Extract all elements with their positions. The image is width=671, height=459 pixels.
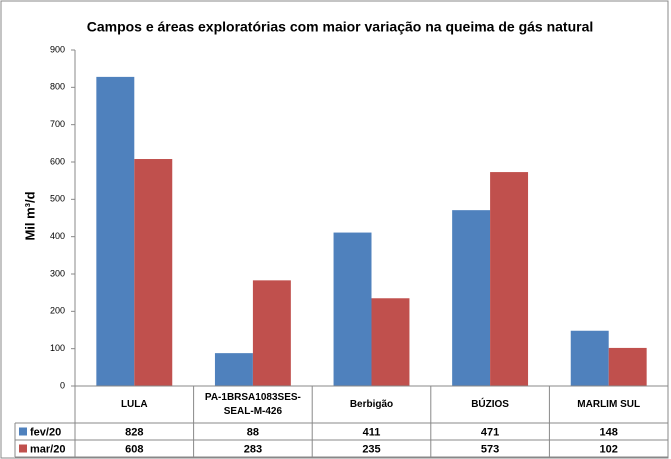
- y-tick-label: 100: [50, 343, 65, 353]
- x-tick-label: Berbigão: [349, 398, 394, 410]
- category-cell: Berbigão: [349, 398, 394, 410]
- table-value: 148: [600, 426, 618, 438]
- y-axis-label: Mil m³/d: [22, 191, 37, 240]
- y-tick-label: 600: [50, 156, 65, 166]
- y-tick-label: 500: [50, 194, 65, 204]
- legend-key: [19, 427, 27, 436]
- bar: [134, 159, 173, 386]
- category-cell: PA-1BRSA1083SES-SEAL-M-426: [204, 391, 301, 417]
- bar: [490, 172, 529, 386]
- bar: [371, 298, 410, 386]
- bar: [214, 353, 253, 386]
- bar: [608, 347, 647, 386]
- legend-label: fev/20: [30, 426, 61, 438]
- x-tick-label: BÚZIOS: [471, 398, 509, 410]
- chart-title: Campos e áreas exploratórias com maior v…: [87, 19, 594, 35]
- legend-label: mar/20: [30, 443, 65, 455]
- table-value: 88: [247, 426, 259, 438]
- y-tick-label: 400: [50, 231, 65, 241]
- table-value: 608: [125, 443, 143, 455]
- x-tick-label: MARLIM SUL: [577, 398, 641, 410]
- y-tick-label: 300: [50, 268, 65, 278]
- legend-key: [19, 444, 27, 453]
- category-cell: LULA: [120, 398, 148, 410]
- table-value: 102: [600, 443, 618, 455]
- bar: [452, 210, 491, 386]
- table-value: 828: [125, 426, 143, 438]
- table-value: 411: [363, 426, 381, 438]
- x-tick-label: PA-1BRSA1083SES-SEAL-M-426: [204, 391, 301, 417]
- x-tick-label: LULA: [120, 398, 148, 410]
- y-tick-label: 700: [50, 119, 65, 129]
- category-cell: MARLIM SUL: [577, 398, 641, 410]
- y-tick-label: 900: [50, 44, 65, 54]
- y-tick-label: 0: [60, 380, 65, 390]
- bar: [570, 330, 609, 386]
- table-value: 283: [244, 443, 262, 455]
- table-value: 235: [362, 443, 380, 455]
- y-tick-label: 800: [50, 82, 65, 92]
- y-tick-label: 200: [50, 306, 65, 316]
- bar: [252, 280, 291, 386]
- category-cell: BÚZIOS: [471, 398, 509, 410]
- table-value: 573: [481, 443, 499, 455]
- bar: [333, 232, 372, 386]
- bar: [96, 76, 135, 386]
- table-value: 471: [481, 426, 499, 438]
